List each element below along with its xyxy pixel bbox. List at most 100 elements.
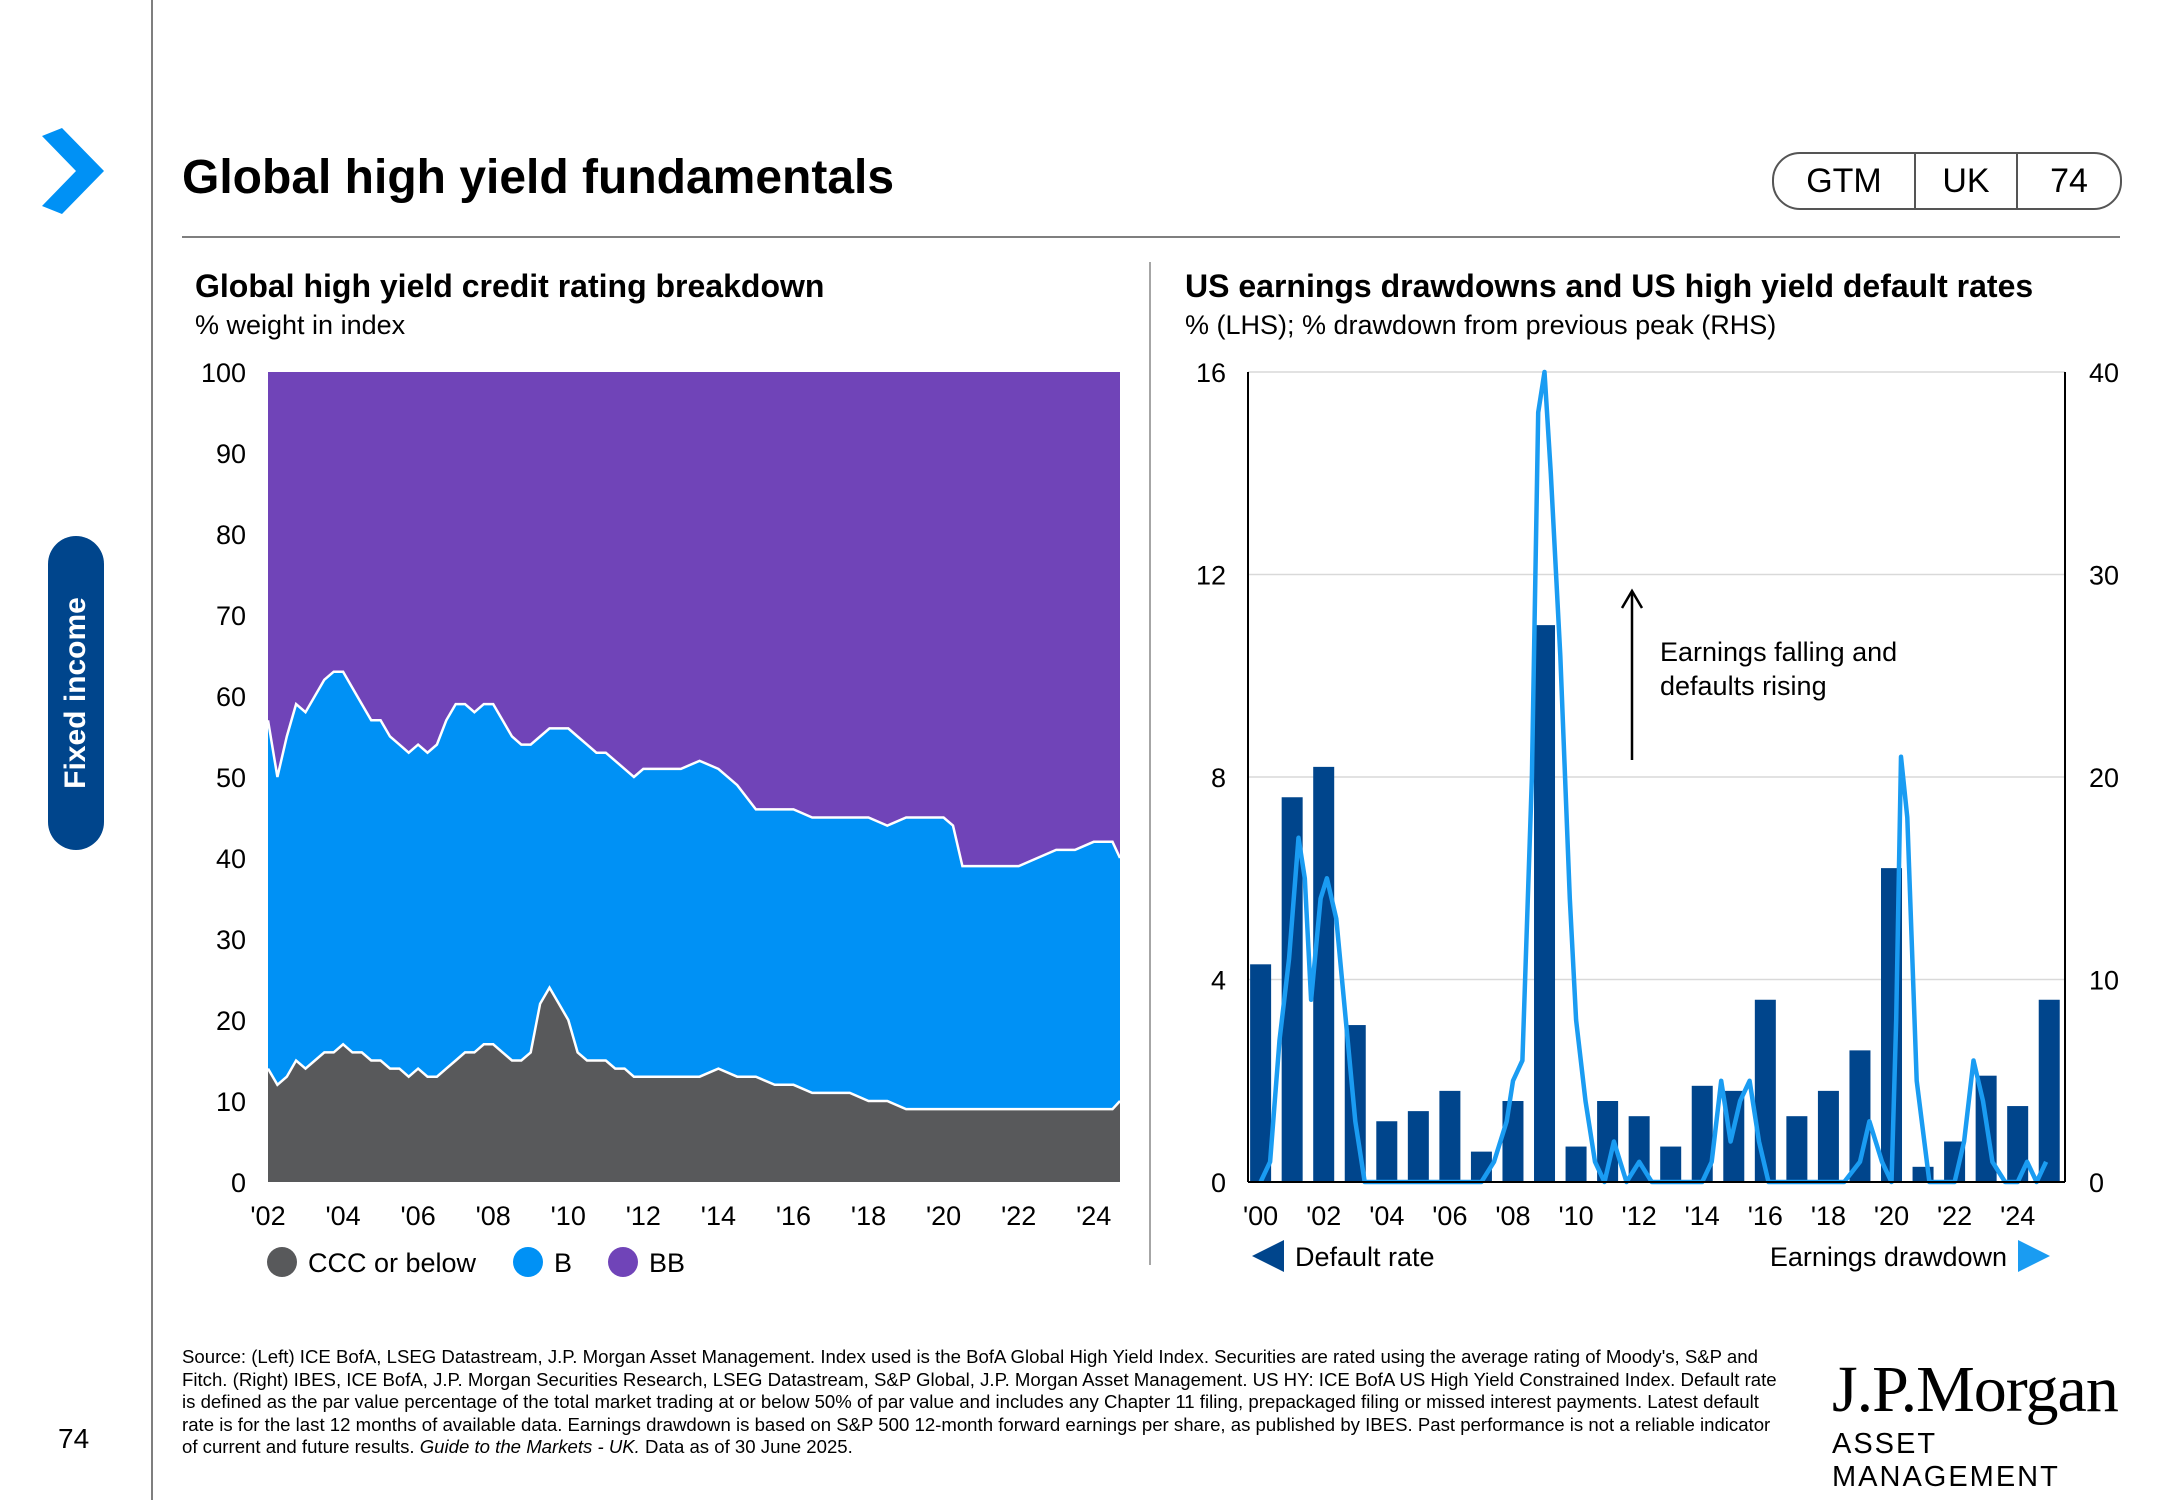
x-tick-label: '22	[1937, 1201, 1972, 1231]
bar-default-rate	[1628, 1116, 1650, 1182]
x-tick-label: '16	[776, 1201, 811, 1231]
x-tick-label: '18	[1811, 1201, 1846, 1231]
legend-label: Earnings drawdown	[1770, 1242, 2007, 1272]
annotation-box: Earnings falling and defaults rising	[1660, 637, 1898, 701]
area-b	[268, 671, 1120, 1110]
page-number: 74	[58, 1423, 90, 1454]
x-tick-label: '24	[2000, 1201, 2035, 1231]
right-legend: Default rate Earnings drawdown	[1252, 1240, 2050, 1272]
x-axis-ticks: '02 '04 '06 '08 '10 '12 '14 '16 '18 '20 '22 '24	[250, 1201, 1111, 1231]
bar-default-rate	[1817, 1090, 1839, 1182]
y-tick-label: 30	[216, 925, 246, 955]
bar-default-rate	[1565, 1146, 1587, 1182]
bar-default-rate	[2007, 1106, 2029, 1182]
left-y-tick-label: 16	[1196, 358, 1226, 388]
left-legend: CCC or below B BB	[267, 1247, 685, 1278]
y-tick-label: 50	[216, 763, 246, 793]
x-tick-label: '10	[1558, 1201, 1593, 1231]
bar-default-rate	[1250, 964, 1272, 1182]
section-tab-label: Fixed income	[59, 597, 92, 789]
right-y-tick-label: 30	[2089, 561, 2119, 591]
bar-default-rate	[1376, 1121, 1398, 1182]
x-tick-label: '02	[250, 1201, 285, 1231]
y-tick-label: 0	[231, 1168, 246, 1198]
legend-label: BB	[649, 1248, 685, 1278]
annotation: Earnings falling and defaults rising	[1620, 588, 1898, 760]
x-tick-label: '06	[1432, 1201, 1467, 1231]
annotation-text: Earnings falling and defaults rising	[1660, 637, 1898, 701]
legend-label: B	[554, 1248, 572, 1278]
right-y-tick-label: 10	[2089, 966, 2119, 996]
right-y-tick-label: 40	[2089, 358, 2119, 388]
legend-swatch	[608, 1247, 638, 1277]
area-bb	[268, 372, 1120, 867]
left-y-tick-label: 8	[1211, 763, 1226, 793]
logo-asset-management: ASSET MANAGEMENT	[1832, 1428, 2060, 1493]
right-chart: 0 4 8 12 16 0 10 20 30 40 '00 '02 '04 '06 '08 '10 '12 '14…	[1196, 358, 2119, 1272]
y-tick-label: 20	[216, 1006, 246, 1036]
legend-swatch	[267, 1247, 297, 1277]
triangle-right-icon	[2018, 1240, 2050, 1272]
x-tick-label: '04	[325, 1201, 360, 1231]
bar-default-rate	[1407, 1111, 1429, 1182]
x-tick-label: '06	[401, 1201, 436, 1231]
x-tick-label: '16	[1748, 1201, 1783, 1231]
triangle-left-icon	[1252, 1240, 1284, 1272]
footnote-date: Data as of 30 June 2025.	[645, 1436, 853, 1458]
left-y-tick-label: 4	[1211, 966, 1226, 996]
bar-default-rate	[2038, 999, 2060, 1182]
x-tick-label: '04	[1369, 1201, 1404, 1231]
chart-divider	[1149, 262, 1151, 1265]
left-chart-subtitle: % weight in index	[195, 310, 406, 340]
bar-default-rate	[1534, 625, 1556, 1182]
y-axis-ticks: 0 10 20 30 40 50 60 70 80 90 100	[201, 358, 246, 1198]
logo-jpmorgan: J.P.Morgan	[1832, 1353, 2119, 1426]
section-tab[interactable]: Fixed income	[48, 536, 104, 850]
badge-region: UK	[1916, 154, 2018, 208]
gtm-badge: GTM UK 74	[1772, 152, 2122, 210]
area-series-group	[266, 372, 1122, 1182]
bar-default-rate	[1281, 797, 1303, 1182]
x-tick-label: '08	[476, 1201, 511, 1231]
x-tick-label: '18	[851, 1201, 886, 1231]
y-tick-label: 60	[216, 682, 246, 712]
left-y-tick-label: 0	[1211, 1168, 1226, 1198]
legend-label: CCC or below	[308, 1248, 477, 1278]
area-ccc	[268, 987, 1120, 1182]
y-tick-label: 90	[216, 439, 246, 469]
bar-default-rate	[1691, 1085, 1713, 1182]
x-tick-label: '00	[1243, 1201, 1278, 1231]
arrow-up-icon	[1620, 588, 1644, 609]
x-tick-label: '14	[701, 1201, 736, 1231]
bar-default-rate	[1502, 1101, 1524, 1182]
right-y-tick-label: 0	[2089, 1168, 2104, 1198]
line-series	[1258, 369, 2049, 1185]
x-tick-label: '24	[1076, 1201, 1111, 1231]
y-tick-label: 80	[216, 520, 246, 550]
x-tick-label: '14	[1685, 1201, 1720, 1231]
axes: 0 4 8 12 16 0 10 20 30 40 '00 '02 '04 '06 '08 '10 '12 '14…	[1196, 358, 2119, 1231]
x-tick-label: '12	[626, 1201, 661, 1231]
x-tick-label: '20	[1874, 1201, 1909, 1231]
left-chart: 0 10 20 30 40 50 60 70 80 90 100 '02 '04 '06 '08 '10 '1…	[201, 358, 1122, 1278]
left-y-tick-label: 12	[1196, 561, 1226, 591]
legend-label: Default rate	[1295, 1242, 1435, 1272]
title-divider	[182, 236, 2120, 238]
badge-gtm: GTM	[1774, 154, 1916, 208]
gridlines	[1248, 371, 2065, 981]
badge-page: 74	[2050, 161, 2088, 200]
footnote-text: Source: (Left) ICE BofA, LSEG Datastream…	[182, 1346, 1777, 1458]
x-tick-label: '10	[551, 1201, 586, 1231]
chevron-right-icon	[42, 128, 104, 214]
right-y-tick-label: 20	[2089, 763, 2119, 793]
footnote-italic: Guide to the Markets - UK.	[419, 1436, 640, 1458]
y-tick-label: 10	[216, 1087, 246, 1117]
bar-default-rate	[1754, 999, 1776, 1182]
right-chart-title: US earnings drawdowns and US high yield …	[1185, 268, 2034, 304]
area-boundary-line	[266, 670, 1122, 868]
legend-swatch	[513, 1247, 543, 1277]
line-earnings-drawdown	[1258, 369, 2049, 1185]
area-boundary-line	[266, 985, 1121, 1111]
bar-default-rate	[1660, 1146, 1682, 1182]
y-tick-label: 70	[216, 601, 246, 631]
